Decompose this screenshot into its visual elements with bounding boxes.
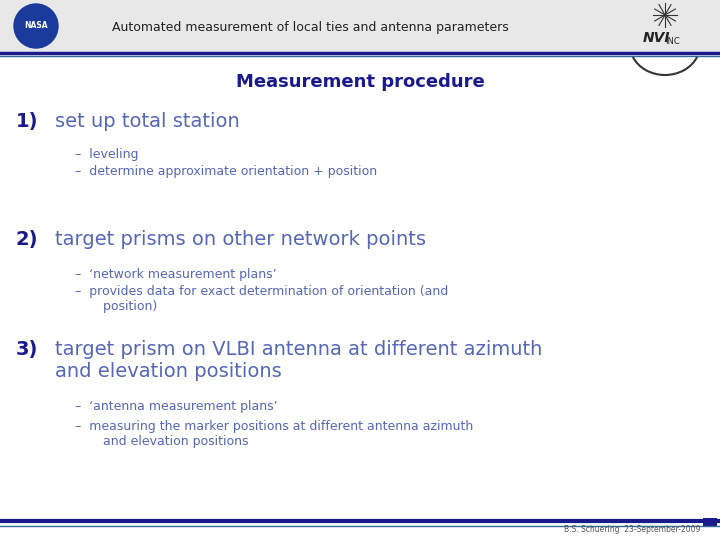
Text: –  provides data for exact determination of orientation (and
       position): – provides data for exact determination … [75,285,449,313]
Text: Automated measurement of local ties and antenna parameters: Automated measurement of local ties and … [112,21,508,33]
Bar [703,518,717,527]
Text: Measurement procedure: Measurement procedure [235,73,485,91]
Text: target prisms on other network points: target prisms on other network points [55,230,426,249]
Text: –  measuring the marker positions at different antenna azimuth
       and elevat: – measuring the marker positions at diff… [75,420,473,448]
Bar [0,0,720,52]
Circle shape [14,4,58,48]
Text: 2): 2) [16,230,38,249]
Text: –  determine approximate orientation + position: – determine approximate orientation + po… [75,165,377,178]
Text: 3): 3) [16,340,38,359]
Text: set up total station: set up total station [55,112,240,131]
Text: target prism on VLBI antenna at different azimuth
and elevation positions: target prism on VLBI antenna at differen… [55,340,542,381]
Text: 1): 1) [16,112,38,131]
Text: –  ‘network measurement plans’: – ‘network measurement plans’ [75,268,276,281]
Text: B.S. Schuering  23-September-2009: B.S. Schuering 23-September-2009 [564,525,700,535]
Text: INC: INC [665,37,680,45]
Text: NASA: NASA [24,22,48,30]
Text: –  leveling: – leveling [75,148,138,161]
Text: –  ‘antenna measurement plans’: – ‘antenna measurement plans’ [75,400,278,413]
Text: NVI: NVI [642,31,670,45]
